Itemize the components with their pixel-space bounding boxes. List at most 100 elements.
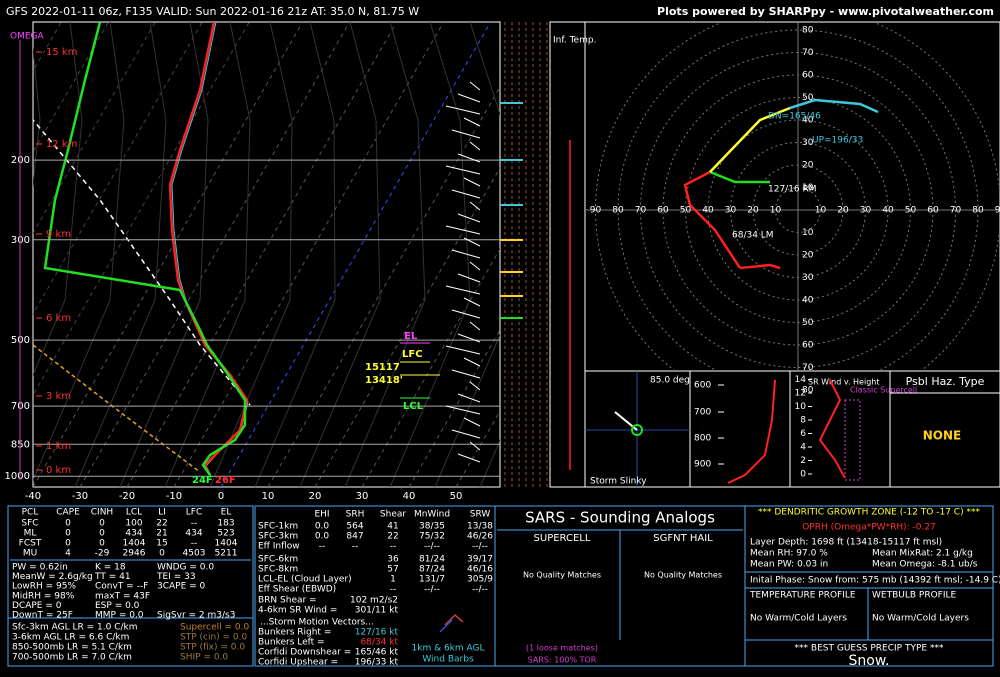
hodo-label: 50 [802, 318, 814, 328]
temperature-label: 20 [309, 491, 322, 502]
height-label: 15 km [46, 47, 77, 58]
kinematic-header: SRW [470, 510, 491, 520]
wind-barb [457, 213, 481, 223]
lapse-rate: 850-500mb LR = 5.1 C/km [12, 643, 132, 653]
height-label: 3 km [46, 391, 71, 402]
hodo-label: 30 [725, 206, 737, 216]
kinematic-cell: 847 [346, 532, 363, 542]
index-text: maxT = 43F [95, 591, 150, 601]
thetae-label: 800 [694, 434, 711, 444]
kinematic-cell: --/-- [472, 542, 488, 552]
lapse-rate: 3-6km AGL LR = 6.6 C/km [12, 633, 129, 643]
kinematic-cell: 22 [387, 532, 398, 542]
hodo-label: 80 [972, 206, 984, 216]
dry-adiabat [33, 22, 125, 482]
composite: SHIP = 0.0 [180, 653, 228, 663]
kinematic-cell: SFC-1km [258, 522, 298, 532]
dgz-oprh: OPRH (Omega*PW*RH): -0.27 [802, 523, 936, 533]
wind-barb [463, 297, 481, 307]
temperature-label: -10 [166, 491, 182, 502]
supercell-band [844, 399, 861, 481]
kinematic-cell: 41 [387, 522, 398, 532]
hodo-label: 80 [612, 206, 624, 216]
hodo-label: 90 [995, 206, 1000, 216]
wind-barb [451, 369, 481, 379]
thermo-cell: SFC [21, 519, 38, 529]
hodo-label: 10 [770, 206, 782, 216]
wind-barb [469, 201, 481, 211]
parcel-label: LCL [403, 401, 424, 412]
isotherm [126, 22, 398, 487]
temperature-label: 10 [262, 491, 275, 502]
hodo-label: 10 [802, 183, 814, 193]
panel [7, 617, 254, 667]
index-text: ConvT = --F [95, 582, 148, 592]
thermo-cell: 183 [217, 519, 234, 529]
kinematic-cell: 46/16 [467, 565, 493, 575]
thermo-cell: 1404 [215, 539, 238, 549]
wind-barb [469, 321, 481, 331]
kinematic-cell: -- [319, 542, 326, 552]
hodo-label: 60 [802, 341, 814, 351]
hodo-label: 60 [927, 206, 939, 216]
thermo-header: EL [221, 508, 232, 518]
dgz-text: Mean MixRat: 2.1 g/kg [872, 549, 973, 559]
wind-barb [457, 93, 481, 103]
thermo-header: CAPE [56, 508, 80, 518]
hodo-label: 90 [590, 206, 602, 216]
sr-wind-profile [818, 379, 846, 479]
kinematic-header: MnWind [414, 510, 450, 520]
hodo-label: 10 [815, 206, 827, 216]
kinematic-header: EHI [314, 510, 329, 520]
wind-barb [463, 237, 481, 247]
wind-barb [445, 105, 481, 115]
barbs-label: 1km & 6km AGL [412, 644, 485, 654]
thermo-cell: 0 [159, 549, 165, 559]
hodo-label: 20 [802, 161, 814, 171]
hodo-annotation: 68/34 LM [732, 231, 774, 241]
kinematic-cell: --/-- [424, 585, 440, 595]
storm-motion: 196/33 kt [355, 658, 399, 668]
kinematic-text: 301/11 kt [355, 606, 399, 616]
hodo-label: 20 [837, 206, 849, 216]
kinematic-cell: 131/7 [419, 575, 445, 585]
hodo-label: 50 [905, 206, 917, 216]
panel [744, 505, 994, 667]
height-tick: 12 [795, 389, 806, 399]
supercell-label: Classic Supercell [850, 386, 917, 395]
height-label: 12 km [46, 139, 77, 150]
kinematic-cell: 39/17 [467, 555, 493, 565]
kinematic-cell: 305/9 [467, 575, 493, 585]
isotherm [361, 248, 500, 487]
wind-barb [463, 417, 481, 427]
slinky-angle: 85.0 deg [650, 376, 690, 386]
kinematic-cell: SFC-8km [258, 565, 298, 575]
thermo-cell: ML [24, 529, 37, 539]
wind-barb [457, 153, 481, 163]
thermo-cell: 0 [99, 519, 105, 529]
storm-motion: 165/46 kt [355, 648, 399, 658]
index-text: MeanW = 2.6g/kg [12, 572, 93, 582]
inferred-temp-label: Inf. Temp. [553, 36, 596, 46]
thermo-cell: FCST [19, 539, 42, 549]
kinematic-cell: SFC-6km [258, 555, 298, 565]
kinematic-cell: 0.0 [315, 522, 330, 532]
kinematic-text: 4-6km SR Wind = [258, 606, 337, 616]
hodo-trace [709, 106, 791, 173]
kinematic-cell: 87/24 [419, 565, 445, 575]
isotherm [33, 22, 304, 487]
thermo-cell: 15 [156, 539, 167, 549]
parcel-label: 13418' [365, 375, 403, 386]
hodo-label: 30 [802, 273, 814, 283]
index-text: DownT = 25F [12, 611, 73, 621]
thermo-cell: 100 [125, 519, 142, 529]
dgz-text: Mean PW: 0.03 in [750, 560, 828, 570]
height-label: 9 km [46, 229, 71, 240]
height-tick: 2 [800, 456, 806, 466]
thermo-cell: 22 [156, 519, 167, 529]
height-tick: 8 [800, 416, 806, 426]
height-tick: 6 [800, 429, 806, 439]
isotherm [314, 167, 500, 487]
thermo-header: CINH [91, 508, 113, 518]
hodo-label: 70 [802, 48, 814, 58]
